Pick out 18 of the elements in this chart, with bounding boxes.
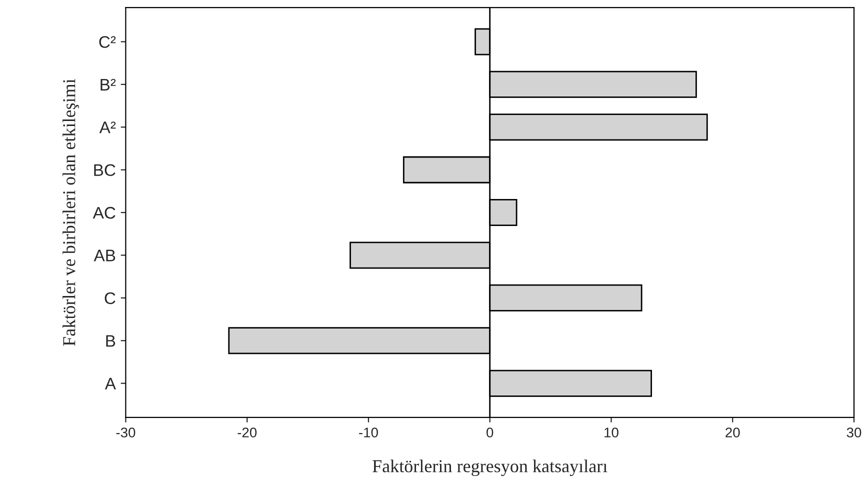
y-tick-label: AC xyxy=(92,206,116,219)
y-tick-label: AB xyxy=(94,250,116,262)
y-tick-label: C² xyxy=(99,36,116,48)
x-tick-label: 10 xyxy=(604,428,618,438)
y-tick-label: B² xyxy=(100,78,116,90)
y-axis-title: Faktörler ve birbirleri olan etkileşimi xyxy=(62,78,79,346)
x-tick-label: -30 xyxy=(116,428,136,438)
x-tick-label: 20 xyxy=(726,428,740,438)
x-tick-label: 0 xyxy=(486,428,494,438)
x-tick-label: 30 xyxy=(846,428,862,438)
x-tick-label: -10 xyxy=(359,428,378,438)
x-axis-title: Faktörlerin regresyon katsayıları xyxy=(372,460,608,476)
x-tick-label: -20 xyxy=(238,428,257,438)
y-tick-label: A² xyxy=(99,122,116,134)
y-tick-label: BC xyxy=(94,164,116,176)
y-tick-label: A xyxy=(104,378,116,390)
y-tick-label: C xyxy=(104,292,116,304)
y-tick-label: B xyxy=(106,335,116,347)
